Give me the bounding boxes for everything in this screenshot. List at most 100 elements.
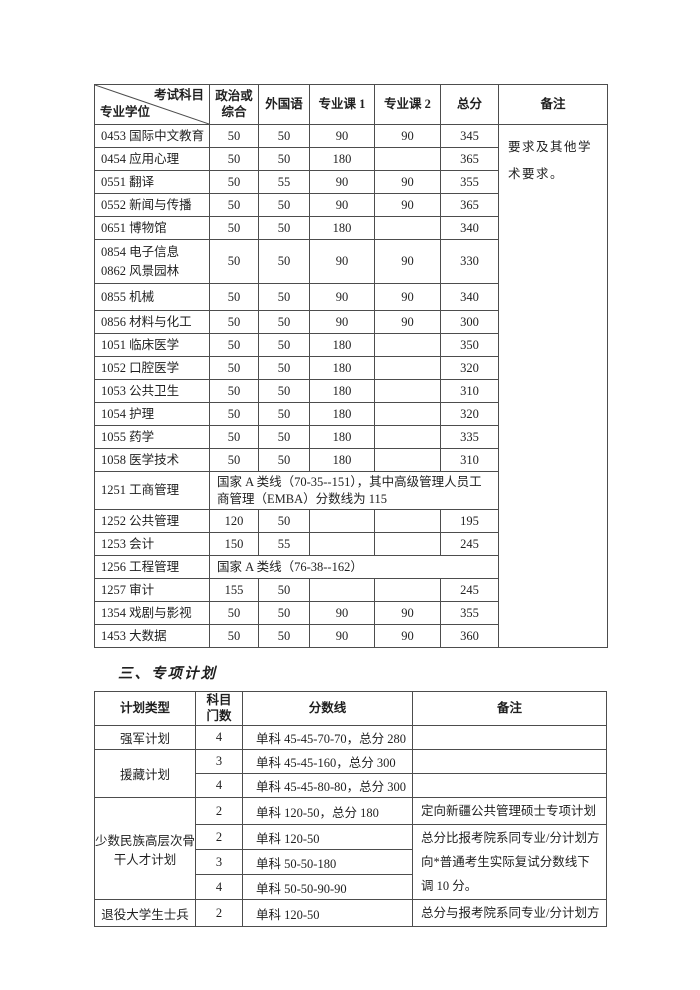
course1-score: 90: [309, 239, 375, 284]
foreign-language-score: 55: [258, 170, 310, 194]
plan-row: 援藏计划 3 单科 45-45-160，总分 300: [94, 749, 607, 798]
header-politics: 政治或 综合: [209, 84, 259, 125]
course2-score: 90: [374, 239, 441, 284]
total-score: 335: [440, 425, 499, 449]
score-line-cell: 单科 50-50-90-90: [242, 874, 413, 900]
total-score: 365: [440, 147, 499, 171]
header-total: 总分: [440, 84, 499, 125]
special-plan-table: 计划类型 科目 门数 分数线 备注 强军计划 4 单科 45-45-70-70，…: [94, 691, 607, 927]
score-line-cell: 单科 45-45-160，总分 300: [242, 749, 413, 774]
header-foreign-language: 外国语: [258, 84, 310, 125]
score-line-cell: 单科 50-50-180: [242, 849, 413, 875]
course1-score: 180: [309, 356, 375, 380]
plan-remark-cell: [412, 749, 607, 774]
course1-score: 90: [309, 283, 375, 311]
remark-cell: 要求及其他学术要求。: [498, 124, 608, 648]
total-score: 195: [440, 509, 499, 533]
foreign-language-score: 50: [258, 448, 310, 472]
header-subject-count: 科目 门数: [195, 691, 243, 726]
course2-score: [374, 578, 441, 602]
foreign-language-score: 50: [258, 578, 310, 602]
program-cell: 1251 工商管理: [94, 471, 210, 510]
politics-score: 155: [209, 578, 259, 602]
program-cell: 0453 国际中文教育: [94, 124, 210, 148]
program-cell: 1253 会计: [94, 532, 210, 556]
program-cell: 0552 新闻与传播: [94, 193, 210, 217]
program-cell: 0854 电子信息 0862 风景园林: [94, 239, 210, 284]
subject-count-cell: 4: [195, 773, 243, 798]
plan-remark-cell: 定向新疆公共管理硕士专项计划: [412, 797, 607, 825]
plan-row: 少数民族高层次骨干人才计划 2 单科 120-50，总分 180 定向新疆公共管…: [94, 797, 607, 900]
program-row: 0856 材料与化工 50 50 90 90 300: [94, 310, 608, 334]
course2-score: [374, 356, 441, 380]
total-score: 310: [440, 379, 499, 403]
program-cell: 1051 临床医学: [94, 333, 210, 357]
course2-score: [374, 216, 441, 240]
corner-label-degree: 专业学位: [100, 105, 151, 120]
program-cell: 0855 机械: [94, 283, 210, 311]
program-row: 1253 会计 150 55 245: [94, 532, 608, 556]
politics-score: 50: [209, 310, 259, 334]
politics-score: 50: [209, 124, 259, 148]
course1-score: 90: [309, 124, 375, 148]
plan-row: 强军计划 4 单科 45-45-70-70，总分 280: [94, 725, 607, 750]
subject-count-cell: 4: [195, 725, 243, 750]
course1-score: 180: [309, 333, 375, 357]
politics-score: 150: [209, 532, 259, 556]
plan-remark-cell: [412, 773, 607, 798]
score-line-cell: 单科 120-50: [242, 824, 413, 850]
politics-score: 50: [209, 216, 259, 240]
course1-score: 90: [309, 310, 375, 334]
politics-score: 50: [209, 193, 259, 217]
course1-score: [309, 532, 375, 556]
admission-score-table: 考试科目 专业学位 政治或 综合 外国语 专业课 1 专业课 2 总分 备注 0…: [94, 84, 608, 648]
program-row: 0453 国际中文教育 50 50 90 90 345 要求及其他学术要求。: [94, 124, 608, 648]
plan-remark-cell: [412, 725, 607, 750]
course2-score: [374, 379, 441, 403]
politics-score: 50: [209, 147, 259, 171]
subject-count-cell: 2: [195, 797, 243, 825]
program-row: 1251 工商管理 国家 A 类线（70-35--151），其中高级管理人员工商…: [94, 471, 608, 510]
total-score: 320: [440, 356, 499, 380]
plan-row: 4 单科 50-50-90-90: [95, 874, 607, 900]
program-cell: 0454 应用心理: [94, 147, 210, 171]
course1-score: 180: [309, 425, 375, 449]
total-score: 350: [440, 333, 499, 357]
course1-score: 90: [309, 624, 375, 648]
subject-count-cell: 3: [195, 749, 243, 774]
course2-score: 90: [374, 310, 441, 334]
total-score: 340: [440, 283, 499, 311]
foreign-language-score: 50: [258, 147, 310, 171]
score-line-cell: 单科 120-50，总分 180: [242, 797, 413, 825]
score-line-cell: 单科 45-45-70-70，总分 280: [242, 725, 413, 750]
header-course1: 专业课 1: [309, 84, 375, 125]
plan-type-cell: 退役大学生士兵: [94, 899, 196, 927]
program-row: 1252 公共管理 120 50 195: [94, 509, 608, 533]
program-cell: 1053 公共卫生: [94, 379, 210, 403]
foreign-language-score: 50: [258, 601, 310, 625]
program-row: 0855 机械 50 50 90 90 340: [94, 283, 608, 311]
foreign-language-score: 50: [258, 193, 310, 217]
total-score: 320: [440, 402, 499, 426]
score-line-cell: 单科 45-45-80-80，总分 300: [242, 773, 413, 798]
header-score-line: 分数线: [242, 691, 413, 726]
total-score: 365: [440, 193, 499, 217]
course1-score: 180: [309, 402, 375, 426]
program-row: 0651 博物馆 50 50 180 340: [94, 216, 608, 240]
plan-remark-cell: 总分与报考院系同专业/分计划方: [412, 899, 607, 927]
course2-score: [374, 448, 441, 472]
course1-score: 90: [309, 601, 375, 625]
header-course2: 专业课 2: [374, 84, 441, 125]
plan-type-cell: 援藏计划: [94, 749, 196, 798]
program-cell: 1052 口腔医学: [94, 356, 210, 380]
document-page: 考试科目 专业学位 政治或 综合 外国语 专业课 1 专业课 2 总分 备注 0…: [94, 84, 654, 927]
special-table-header-row: 计划类型 科目 门数 分数线 备注: [94, 691, 607, 726]
score-line-cell: 单科 120-50: [242, 899, 413, 927]
course2-score: 90: [374, 601, 441, 625]
total-score: 355: [440, 601, 499, 625]
total-score: 300: [440, 310, 499, 334]
program-cell: 1453 大数据: [94, 624, 210, 648]
politics-score: 50: [209, 624, 259, 648]
corner-header-cell: 考试科目 专业学位: [94, 84, 210, 125]
program-row: 1257 审计 155 50 245: [94, 578, 608, 602]
